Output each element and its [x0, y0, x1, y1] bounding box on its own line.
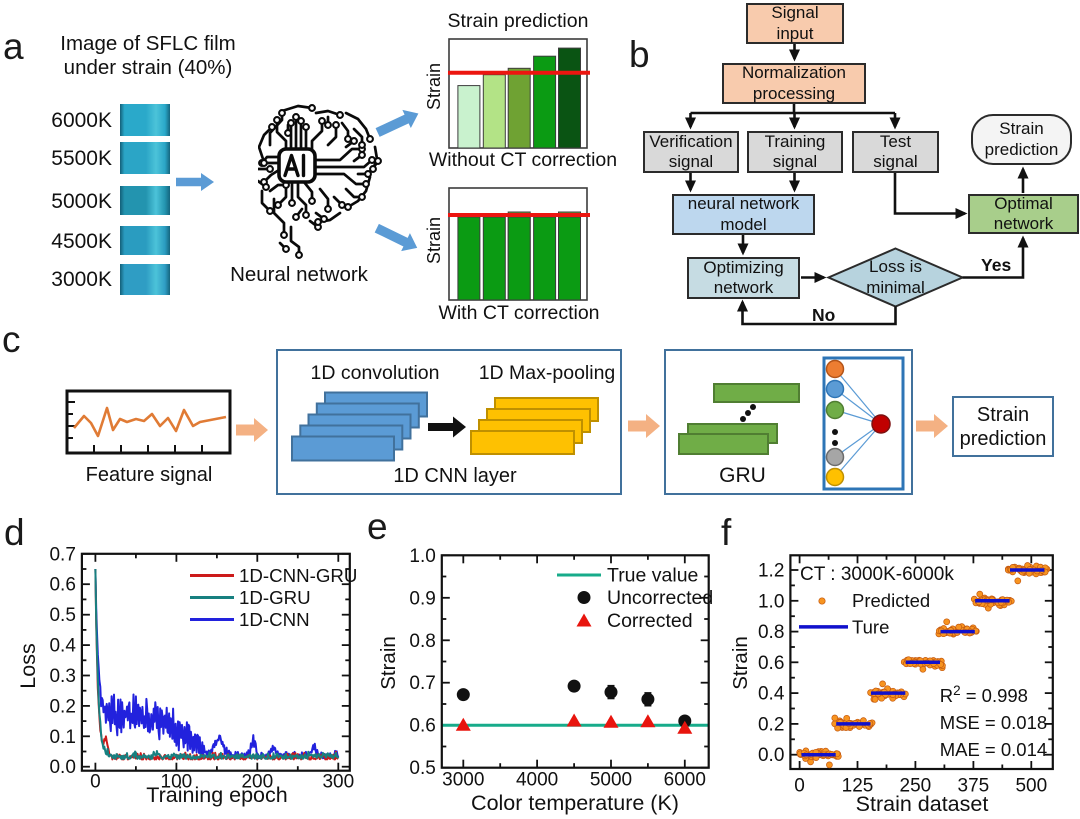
svg-text:True value: True value — [607, 565, 698, 587]
svg-text:Color temperature (K): Color temperature (K) — [471, 791, 679, 815]
svg-text:0.6: 0.6 — [49, 575, 75, 596]
svg-text:0.2: 0.2 — [758, 714, 784, 735]
svg-text:4000: 4000 — [516, 770, 558, 791]
svg-text:MSE = 0.018: MSE = 0.018 — [940, 712, 1047, 733]
svg-text:3000: 3000 — [442, 770, 484, 791]
svg-text:1D-GRU: 1D-GRU — [239, 587, 311, 608]
svg-text:0.0: 0.0 — [758, 745, 784, 766]
svg-text:Strain: Strain — [377, 636, 400, 690]
svg-text:0: 0 — [794, 776, 805, 797]
svg-text:0.5: 0.5 — [409, 758, 435, 779]
svg-text:500: 500 — [1015, 776, 1047, 797]
svg-text:Strain dataset: Strain dataset — [856, 792, 989, 816]
svg-text:Uncorrected: Uncorrected — [607, 587, 713, 609]
svg-text:0.7: 0.7 — [49, 544, 75, 565]
svg-text:0.6: 0.6 — [409, 716, 435, 737]
svg-text:0.5: 0.5 — [49, 605, 75, 626]
svg-text:Ture: Ture — [852, 617, 889, 638]
svg-text:CT : 3000K-6000k: CT : 3000K-6000k — [800, 564, 954, 585]
svg-text:300: 300 — [322, 772, 354, 793]
svg-text:375: 375 — [958, 776, 990, 797]
svg-text:Loss is: Loss is — [869, 257, 922, 276]
svg-text:Strain: Strain — [729, 636, 752, 690]
svg-text:Loss: Loss — [16, 643, 40, 688]
svg-text:Training epoch: Training epoch — [146, 783, 287, 807]
svg-text:6000: 6000 — [664, 770, 706, 791]
svg-text:1.0: 1.0 — [409, 546, 435, 567]
svg-text:MAE = 0.014: MAE = 0.014 — [940, 739, 1047, 760]
svg-text:250: 250 — [900, 776, 932, 797]
svg-text:0.6: 0.6 — [758, 653, 784, 674]
svg-text:Predicted: Predicted — [852, 590, 930, 611]
svg-text:200: 200 — [241, 772, 273, 793]
svg-text:R2 = 0.998: R2 = 0.998 — [940, 683, 1028, 706]
svg-text:0.9: 0.9 — [409, 588, 435, 609]
svg-text:125: 125 — [842, 776, 874, 797]
svg-text:0.2: 0.2 — [49, 696, 75, 717]
svg-text:1.0: 1.0 — [758, 591, 784, 612]
svg-text:0.3: 0.3 — [49, 666, 75, 687]
svg-text:5000: 5000 — [590, 770, 632, 791]
svg-text:minimal: minimal — [866, 278, 925, 297]
svg-text:0.8: 0.8 — [409, 631, 435, 652]
svg-text:0.8: 0.8 — [758, 622, 784, 643]
svg-text:Yes: Yes — [981, 255, 1011, 275]
svg-text:No: No — [812, 305, 835, 325]
svg-text:1.2: 1.2 — [758, 561, 784, 582]
svg-text:0: 0 — [90, 772, 101, 793]
svg-text:0.1: 0.1 — [49, 727, 75, 748]
svg-text:1D-CNN: 1D-CNN — [239, 609, 310, 630]
svg-text:0.4: 0.4 — [758, 684, 785, 705]
svg-text:0.7: 0.7 — [409, 673, 435, 694]
svg-text:0.4: 0.4 — [49, 636, 76, 657]
svg-text:100: 100 — [161, 772, 193, 793]
svg-text:1D-CNN-GRU: 1D-CNN-GRU — [239, 565, 357, 586]
svg-text:0.0: 0.0 — [49, 757, 75, 778]
svg-text:Corrected: Corrected — [607, 610, 693, 632]
